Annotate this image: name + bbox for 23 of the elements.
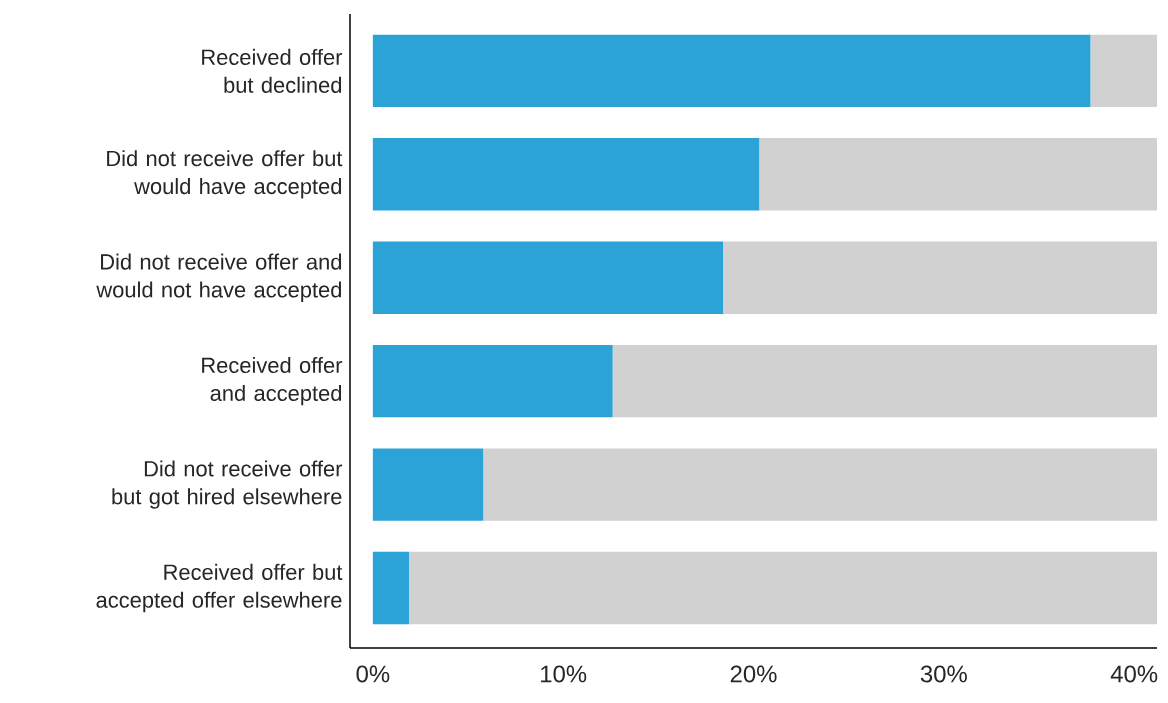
- y-tick-label: Did not receive offer but got hired elsewhere: [112, 460, 343, 509]
- bar: [372, 344, 613, 418]
- bar: [483, 448, 1158, 521]
- x-tick-label: 30%: [920, 665, 967, 683]
- y-tick-label: Did not receive offer and would not have accepted: [96, 253, 342, 302]
- x-tick-label: 20%: [730, 665, 777, 683]
- y-tick-label: Did not receive offer but would have accepted: [107, 150, 343, 199]
- bar: [409, 551, 1158, 625]
- bar: [612, 344, 1158, 418]
- bar: [1090, 34, 1158, 108]
- bar: [372, 241, 724, 314]
- bar: [372, 551, 410, 625]
- x-tick-label: 40%: [1110, 665, 1158, 683]
- bar: [759, 138, 1158, 211]
- x-tick-label: 10%: [541, 665, 587, 683]
- bar: [372, 138, 760, 211]
- y-tick-label: Received offer but declined: [202, 48, 343, 93]
- y-tick-label: Received offer and accepted: [202, 356, 343, 406]
- y-tick-label: Received offer but accepted offer elsewhere: [96, 563, 343, 613]
- bar: [723, 241, 1158, 314]
- bar: [372, 448, 484, 521]
- bar: [372, 34, 1091, 108]
- x-tick-label: 0%: [356, 665, 390, 683]
